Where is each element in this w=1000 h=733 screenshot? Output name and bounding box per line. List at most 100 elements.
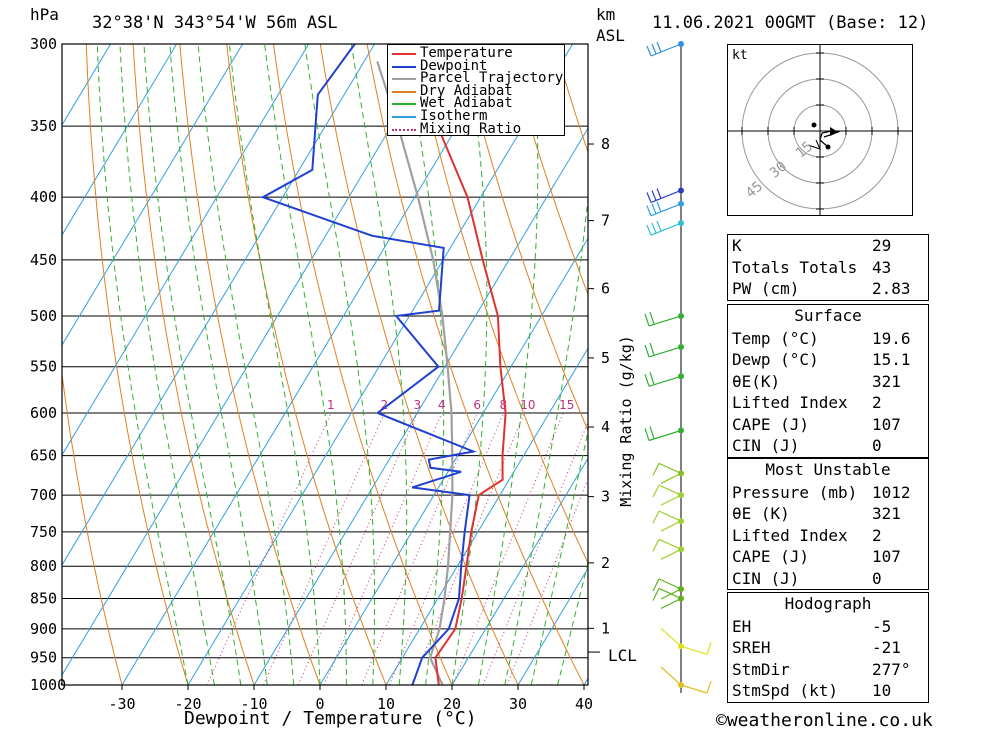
pressure-tick-label: 700: [30, 486, 57, 504]
mixing-ratio-label: 2: [380, 398, 388, 412]
dry-adiabat: [132, 44, 255, 685]
dry-adiabat: [226, 44, 387, 685]
surface-panel: Surface Temp (°C) 19.6 Dewp (°C) 15.1 θE(K…: [727, 304, 929, 458]
legend-swatch: [392, 53, 416, 55]
hodograph: kt 15 30 45: [727, 44, 913, 216]
index-row: Totals Totals 43: [732, 257, 892, 277]
dewpoint-line: [260, 44, 477, 685]
wind-barb-line: [652, 462, 682, 484]
dry-adiabat: [85, 44, 189, 685]
wind-barb-line: [646, 220, 682, 236]
temperature-tick-label: -20: [174, 695, 201, 713]
pressure-tick-label: 950: [30, 649, 57, 667]
wind-barb-line: [644, 342, 682, 358]
dry-adiabat: [366, 44, 585, 685]
wind-barb: [652, 538, 682, 560]
isotherm-line: [385, 347, 588, 685]
km-tick-label: 5: [601, 349, 610, 367]
dry-adiabat: [460, 44, 588, 432]
isotherm-line: [62, 44, 244, 346]
temperature-tick-label: 40: [575, 695, 593, 713]
mu-row: CIN (J) 0: [732, 568, 882, 588]
mu-row: Pressure (mb) 1012: [732, 482, 911, 502]
wind-barb: [660, 666, 712, 694]
mixing-ratio-label: 8: [499, 398, 507, 412]
wind-barb: [652, 587, 682, 610]
dry-adiabat: [179, 44, 321, 685]
mixing-ratio-label: 20: [588, 398, 603, 412]
plot-frame: [61, 43, 589, 686]
isotherm-line: [517, 567, 588, 685]
chart-legend: Temperature Dewpoint Parcel Trajectory Dry …: [387, 44, 565, 136]
wet-adiabat: [530, 429, 588, 685]
left-unit-label: hPa: [30, 5, 59, 24]
isotherm-line: [451, 457, 588, 685]
wind-barb: [646, 201, 682, 217]
legend-label: Wet Adiabat: [420, 95, 513, 112]
wind-barb-line: [652, 510, 682, 532]
legend-swatch: [392, 90, 416, 93]
km-tick-label: 6: [601, 280, 610, 298]
dry-adiabat: [62, 370, 123, 685]
parcel-trajectory-line: [376, 61, 454, 685]
isotherm-line: [319, 237, 588, 685]
mu-row: Lifted Index 2: [732, 525, 882, 545]
dry-adiabat: [319, 44, 519, 685]
isotherm-line: [187, 44, 574, 685]
axes: 3003504004505005506006507007508008509009…: [30, 35, 610, 713]
legend-label: Temperature: [420, 45, 513, 61]
surface-row: CAPE (J) 107: [732, 414, 901, 434]
hodo-row: SREH -21: [732, 638, 901, 657]
wind-barb-line: [652, 538, 682, 560]
wind-barb-line: [660, 627, 712, 655]
legend-label: Parcel Trajectory: [420, 70, 564, 87]
pressure-tick-label: 900: [30, 620, 57, 638]
copyright[interactable]: ©weatheronline.co.uk: [716, 710, 933, 731]
wind-barb-line: [646, 188, 682, 204]
temperature-tick-label: -30: [108, 695, 135, 713]
legend-swatch: [392, 128, 416, 131]
dry-adiabat: [975, 44, 1000, 685]
datetime-title: 11.06.2021 00GMT (Base: 12): [652, 13, 929, 33]
wind-barb: [646, 41, 682, 57]
pressure-tick-label: 850: [30, 589, 57, 607]
asl-unit-label: ASL: [596, 26, 625, 45]
surface-row: Temp (°C) 19.6: [732, 328, 911, 348]
mixing-ratio-label: 10: [520, 398, 535, 412]
wet-adiabat: [350, 44, 408, 685]
isotherm-line: [62, 44, 442, 676]
mixing-ratio-line: [323, 412, 443, 685]
temperature-tick-label: -10: [240, 695, 267, 713]
km-tick-label: 2: [601, 554, 610, 572]
pressure-tick-label: 600: [30, 404, 57, 422]
legend-swatch: [392, 116, 416, 118]
temperature-tick-label: 20: [443, 695, 461, 713]
pressure-tick-label: 800: [30, 557, 57, 575]
temperature-tick-label: 0: [315, 695, 324, 713]
wind-barb: [652, 510, 682, 532]
mixing-ratio-line: [388, 412, 504, 685]
wet-adiabat: [264, 44, 347, 685]
mixing-ratio-line: [297, 412, 418, 685]
mixing-ratio-line: [482, 420, 588, 685]
mixing-ratio-line: [262, 412, 385, 685]
wind-barb: [646, 188, 682, 204]
x-axis-title: Dewpoint / Temperature (°C): [184, 708, 477, 729]
km-unit-label: km: [596, 5, 616, 24]
wind-barb: [644, 311, 682, 327]
legend-label: Isotherm: [420, 108, 488, 124]
dry-adiabat: [506, 44, 588, 296]
wind-barb: [660, 627, 712, 655]
temperature-tick-label: 10: [377, 695, 395, 713]
legend-swatch: [392, 65, 416, 68]
wind-barb: [644, 372, 682, 387]
wet-adiabat: [477, 44, 539, 685]
wet-adiabat: [119, 44, 215, 685]
wet-adiabat: [197, 44, 295, 685]
mixing-ratio-line: [452, 412, 564, 685]
lcl-label: LCL: [608, 646, 637, 665]
km-tick-label: 7: [601, 212, 610, 230]
hodo-row: StmSpd (kt) 10: [732, 681, 892, 700]
mixing-ratio-line: [206, 412, 332, 685]
temperature-line: [413, 44, 507, 685]
